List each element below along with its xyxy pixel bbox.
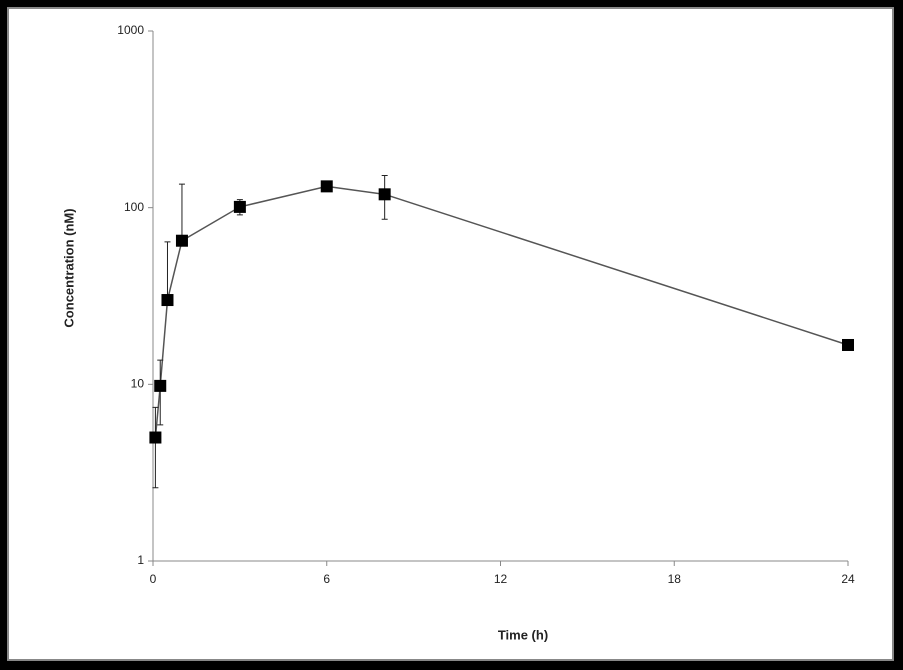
data-point <box>175 234 188 247</box>
x-tick-label: 12 <box>494 572 508 586</box>
error-bar <box>152 406 159 489</box>
x-tick-label: 24 <box>841 572 855 586</box>
y-tick-label: 10 <box>131 377 145 391</box>
data-point <box>378 188 391 201</box>
y-tick-label: 1 <box>137 553 144 567</box>
panel <box>7 7 894 661</box>
x-tick-label: 6 <box>323 572 330 586</box>
x-tick-label: 0 <box>150 572 157 586</box>
y-tick-label: 1000 <box>117 23 144 37</box>
data-point <box>149 431 162 444</box>
data-point <box>842 338 854 351</box>
data-point <box>233 200 246 213</box>
y-tick-label: 100 <box>124 200 144 214</box>
y-axis-title: Concentration (nM) <box>61 208 76 327</box>
error-bar <box>157 359 164 426</box>
data-point <box>320 180 333 193</box>
series-line <box>154 185 849 438</box>
x-axis-title: Time (h) <box>498 627 548 642</box>
x-tick-label: 18 <box>668 572 682 586</box>
data-point <box>161 294 174 307</box>
data-point <box>154 379 167 392</box>
